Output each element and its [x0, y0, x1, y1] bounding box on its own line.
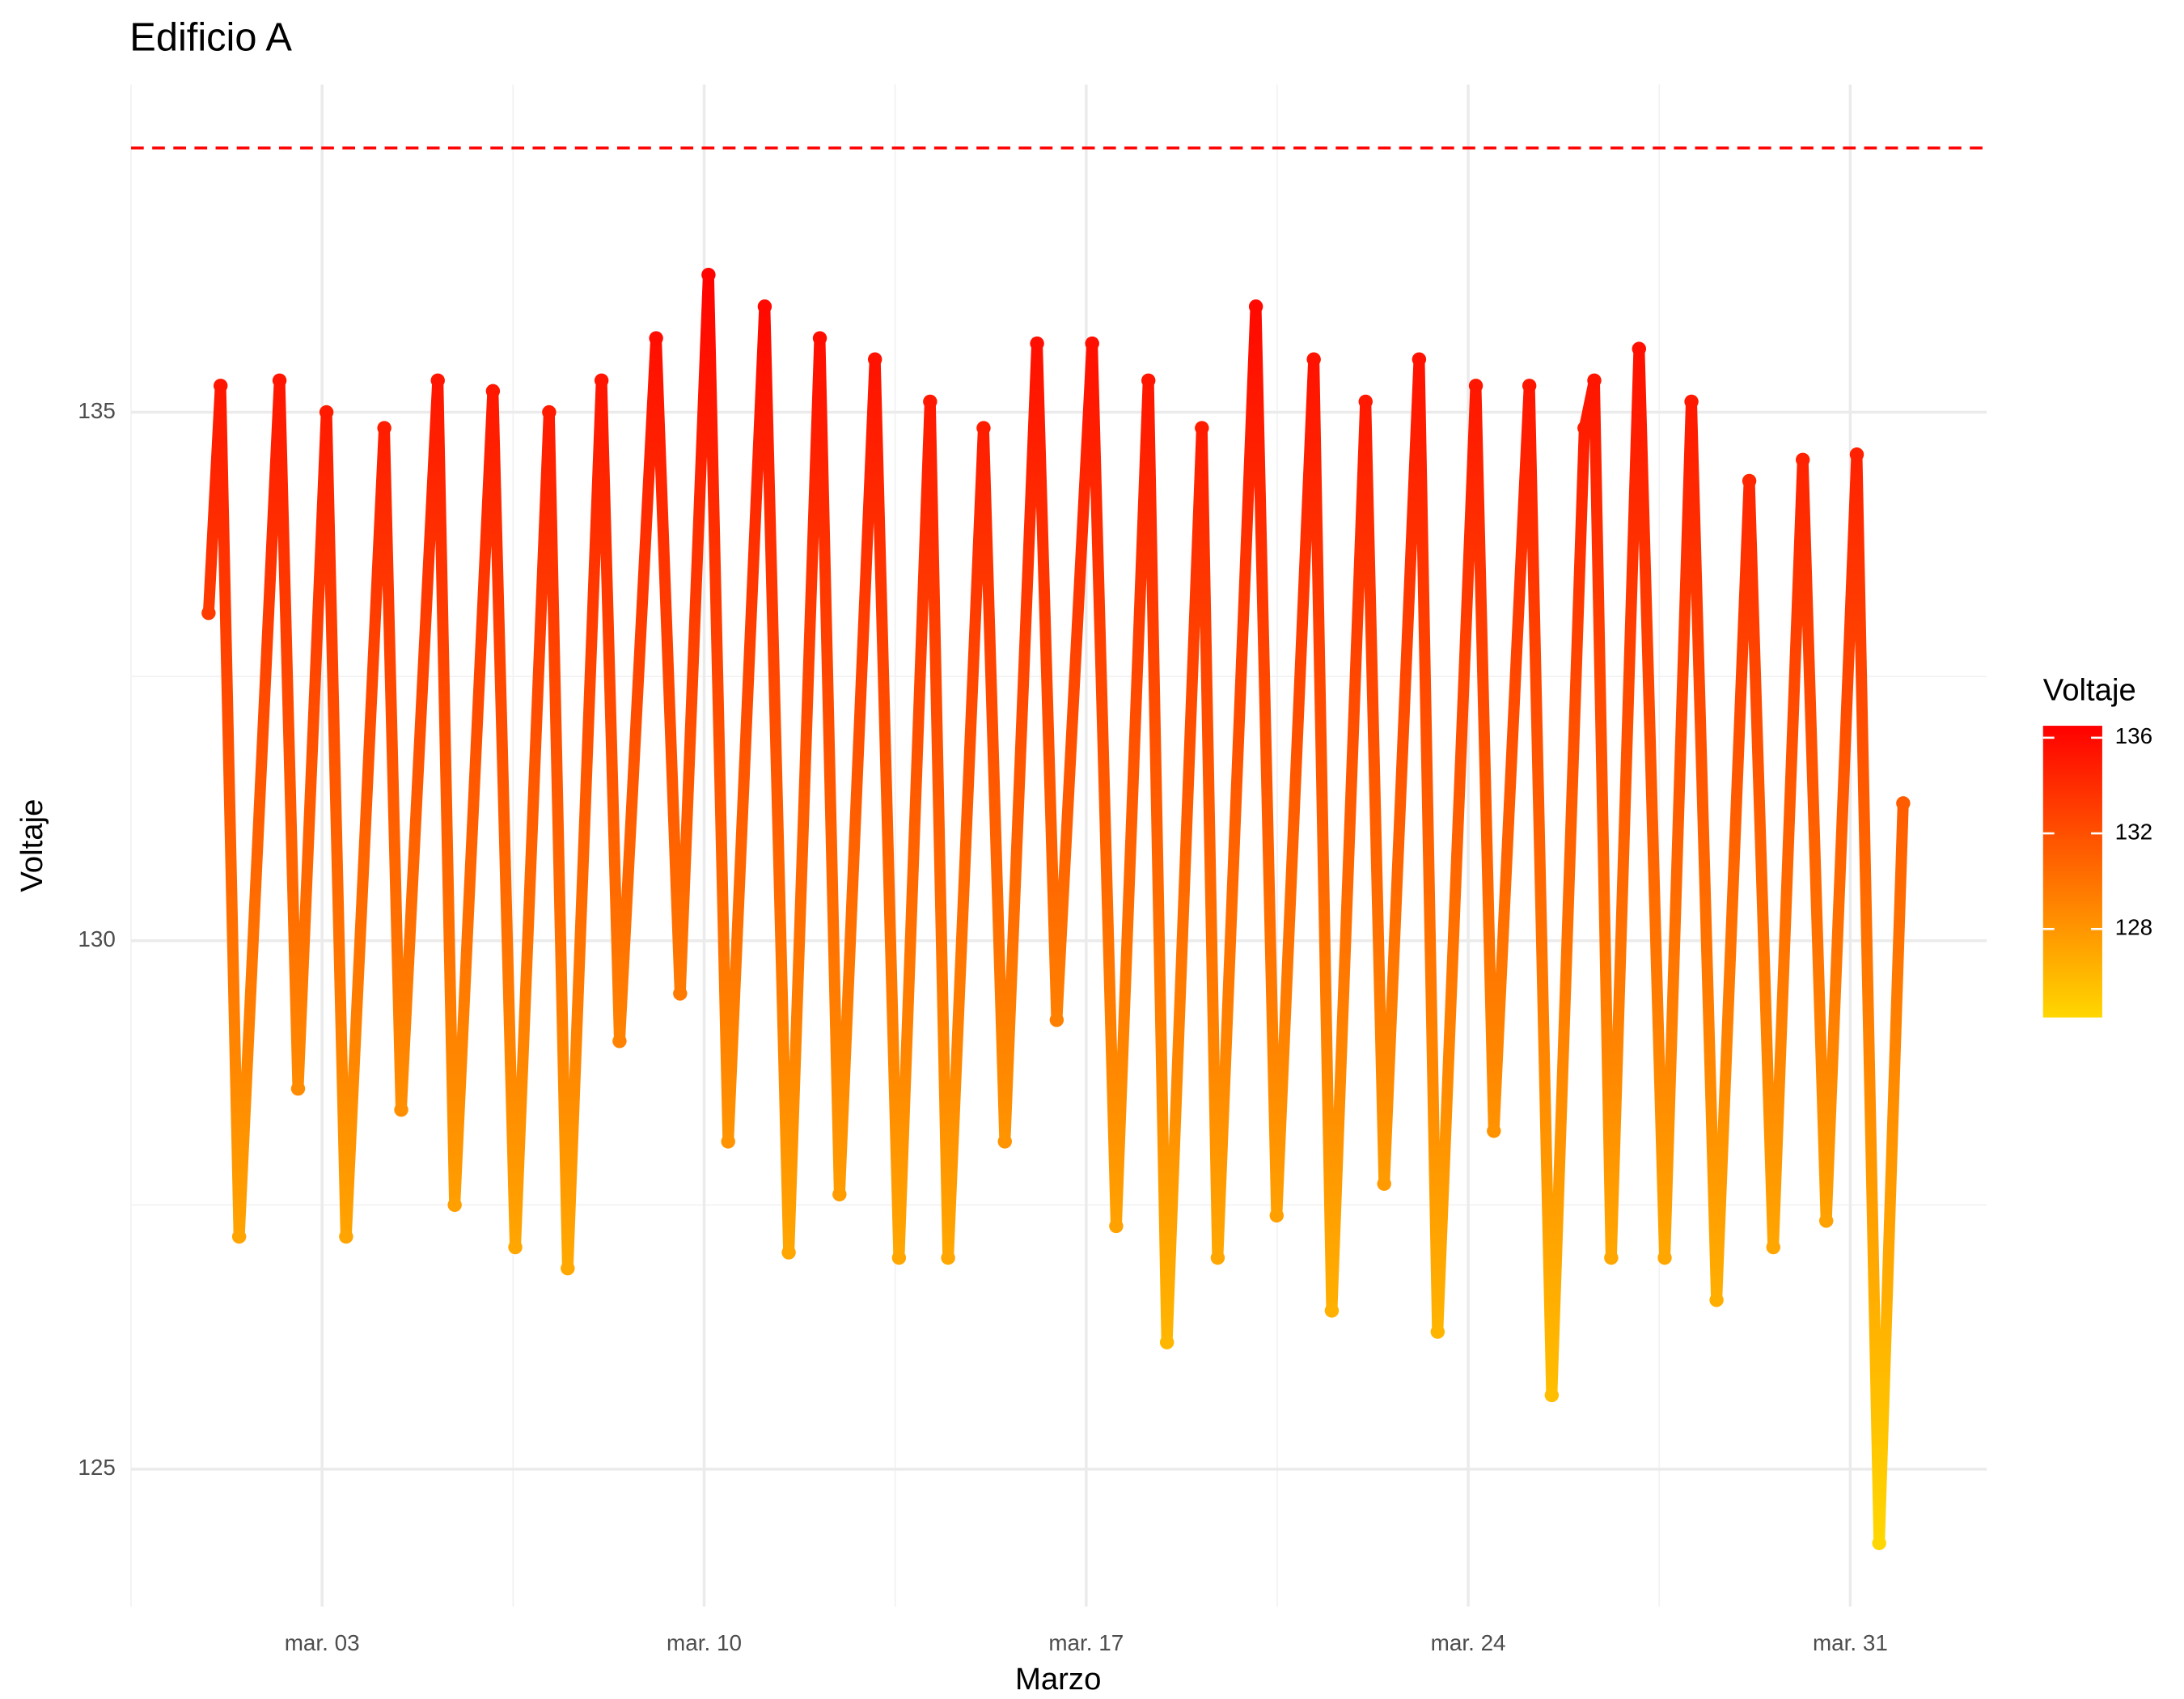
- legend-title: Voltaje: [2043, 672, 2136, 707]
- y-tick-label: 135: [78, 398, 115, 423]
- x-axis-title: Marzo: [1015, 1662, 1101, 1697]
- data-point: [231, 1229, 247, 1244]
- data-point: [1030, 336, 1044, 351]
- data-point: [1896, 796, 1911, 811]
- data-point: [976, 421, 991, 435]
- data-point: [201, 606, 216, 621]
- data-point: [1049, 1012, 1064, 1027]
- data-point: [1085, 336, 1099, 351]
- x-tick-label: mar. 03: [285, 1630, 360, 1655]
- data-point: [1742, 473, 1757, 489]
- data-point: [1795, 452, 1810, 467]
- legend-label: 132: [2115, 819, 2152, 844]
- data-point: [447, 1197, 462, 1213]
- data-point: [594, 373, 609, 388]
- y-tick-label: 130: [78, 926, 115, 951]
- data-point: [485, 383, 501, 399]
- data-point: [1872, 1536, 1886, 1551]
- data-point: [757, 299, 772, 314]
- data-point: [612, 1034, 627, 1049]
- data-point: [1766, 1239, 1780, 1255]
- x-tick-label: mar. 10: [667, 1630, 742, 1655]
- data-point: [891, 1250, 907, 1265]
- chart-title: Edificio A: [129, 16, 292, 60]
- data-point: [561, 1260, 575, 1276]
- data-point: [339, 1229, 353, 1244]
- data-point: [542, 405, 557, 420]
- data-trace: [202, 269, 1909, 1549]
- data-point: [508, 1239, 523, 1255]
- data-point: [1587, 373, 1602, 388]
- data-point: [272, 373, 287, 388]
- data-point: [394, 1103, 408, 1117]
- data-point: [1487, 1124, 1501, 1138]
- x-tick-label: mar. 31: [1813, 1630, 1888, 1655]
- colorbar: [2042, 726, 2102, 1018]
- data-point: [1849, 447, 1864, 462]
- data-point: [673, 986, 688, 1001]
- data-point: [1684, 394, 1699, 409]
- data-point: [430, 373, 445, 388]
- data-point: [1324, 1303, 1340, 1318]
- data-point: [1544, 1388, 1560, 1403]
- data-point: [1604, 1250, 1619, 1265]
- data-point: [997, 1134, 1012, 1149]
- data-point: [1412, 352, 1427, 366]
- data-point: [1358, 394, 1373, 409]
- data-point: [1248, 299, 1263, 314]
- data-point: [1159, 1335, 1175, 1349]
- data-point: [1109, 1218, 1124, 1234]
- data-point: [377, 421, 392, 435]
- data-point: [1657, 1250, 1672, 1265]
- data-point: [1430, 1324, 1445, 1339]
- data-point: [1306, 352, 1321, 366]
- data-point: [319, 405, 334, 420]
- legend-label: 128: [2115, 915, 2152, 940]
- data-point: [1819, 1214, 1834, 1228]
- data-point: [867, 352, 882, 366]
- x-tick-label: mar. 17: [1048, 1630, 1124, 1655]
- data-point: [649, 331, 663, 345]
- data-point: [290, 1081, 306, 1096]
- y-tick-label: 125: [78, 1455, 115, 1480]
- data-point: [941, 1250, 955, 1265]
- data-point: [701, 267, 716, 282]
- data-point: [1195, 421, 1209, 435]
- data-point: [1141, 373, 1156, 388]
- data-point: [1210, 1250, 1225, 1265]
- data-point: [832, 1187, 847, 1201]
- y-axis-title: Voltaje: [15, 799, 49, 892]
- data-point: [721, 1134, 735, 1149]
- data-point: [1522, 379, 1537, 393]
- data-point: [923, 394, 938, 409]
- data-point: [1269, 1208, 1284, 1223]
- data-point: [1377, 1176, 1391, 1191]
- data-point: [1709, 1293, 1724, 1307]
- data-point: [781, 1245, 796, 1260]
- data-point: [812, 331, 827, 345]
- data-point: [1577, 421, 1592, 435]
- x-tick-label: mar. 24: [1431, 1630, 1506, 1655]
- legend-label: 136: [2115, 723, 2152, 748]
- data-point: [213, 379, 228, 393]
- data-point: [1632, 341, 1647, 356]
- data-point: [1468, 379, 1484, 393]
